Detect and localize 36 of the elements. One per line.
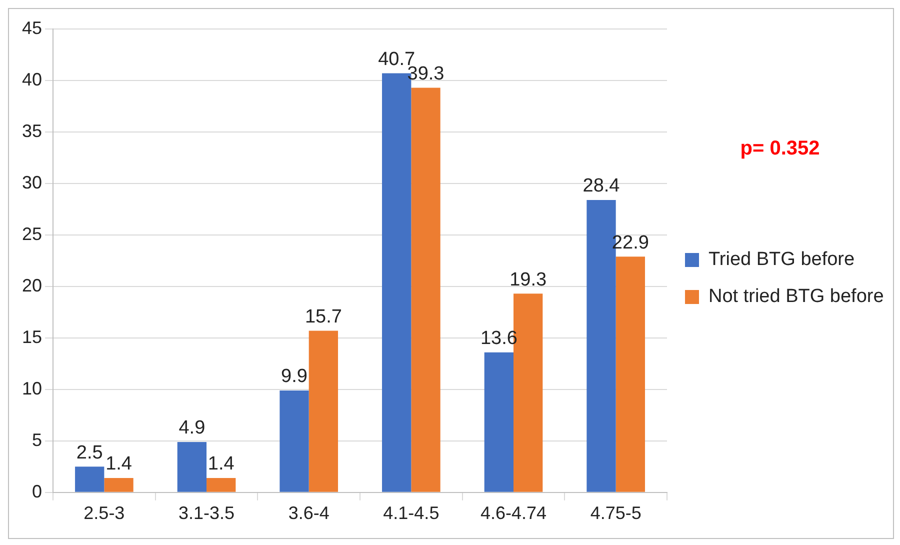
bar — [484, 352, 514, 492]
data-label: 28.4 — [582, 176, 620, 197]
bar — [206, 478, 236, 492]
x-tick-label: 4.6-4.74 — [480, 503, 547, 524]
x-tick-label: 3.1-3.5 — [178, 503, 235, 524]
y-tick-label: 20 — [22, 275, 42, 296]
y-tick-label: 5 — [32, 430, 42, 450]
bar — [280, 390, 309, 492]
x-tick-label: 4.1-4.5 — [383, 503, 440, 524]
y-tick-label: 45 — [22, 18, 42, 38]
legend-label: Not tried BTG before — [708, 286, 884, 308]
bar — [308, 330, 338, 492]
x-tick-label: 3.6-4 — [288, 503, 330, 524]
bar — [411, 88, 440, 492]
y-tick-label: 35 — [22, 120, 42, 141]
data-label: 9.9 — [281, 366, 308, 388]
legend-label: Tried BTG before — [708, 249, 855, 270]
x-tick-label: 2.5-3 — [84, 503, 125, 524]
bar — [616, 256, 645, 492]
x-tick-label: 4.75-5 — [590, 503, 642, 524]
y-tick-label: 40 — [22, 69, 42, 90]
y-tick-label: 30 — [22, 172, 42, 192]
data-label: 19.3 — [510, 269, 547, 290]
y-tick-label: 25 — [22, 224, 42, 244]
data-label: 1.4 — [106, 454, 132, 475]
data-label: 15.7 — [304, 306, 342, 328]
bar — [177, 442, 207, 492]
y-tick-label: 10 — [22, 378, 42, 398]
data-label: 2.5 — [76, 442, 103, 464]
y-tick-label: 0 — [32, 481, 42, 502]
text: p= 0.352 — [740, 138, 820, 160]
bar — [104, 478, 134, 492]
data-label: 1.4 — [208, 454, 235, 475]
y-tick-label: 15 — [22, 326, 42, 347]
bar — [75, 466, 104, 492]
data-label: 4.9 — [178, 418, 206, 439]
